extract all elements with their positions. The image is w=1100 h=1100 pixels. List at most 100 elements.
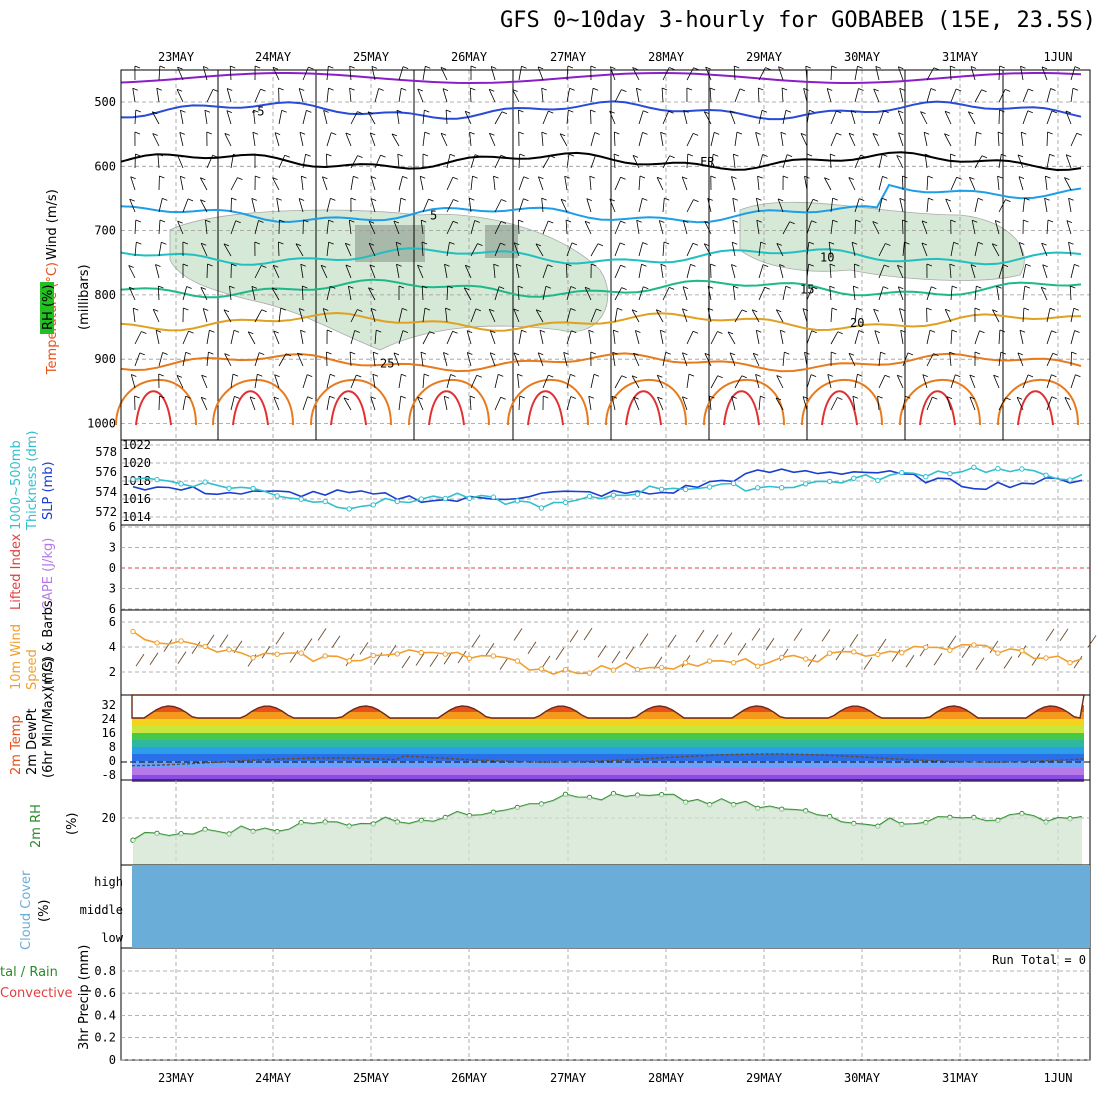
wind-barb-flag <box>686 87 693 91</box>
wind-barb <box>804 176 808 191</box>
wind-barb <box>899 198 904 213</box>
wind-barb <box>806 199 814 213</box>
wind-barb <box>326 220 329 235</box>
isotherm-label: 5 <box>430 209 437 223</box>
wind-barb-flag <box>969 374 975 378</box>
wind-barb <box>513 308 520 323</box>
wind-barb-flag <box>931 286 937 290</box>
wind-barb-flag <box>932 396 938 400</box>
wind-barb <box>806 330 813 345</box>
pressure-tick-label: 900 <box>94 352 116 366</box>
wind-barb-flag <box>559 133 566 137</box>
wind-barb-flag <box>349 65 355 69</box>
wind-barb-flag <box>472 175 478 179</box>
wind-barb-flag <box>1042 264 1048 268</box>
wind-barb-flag <box>687 153 693 157</box>
wind-barb-flag <box>775 397 782 401</box>
wind-barb-flag <box>808 263 814 267</box>
wind-barb-flag <box>927 175 933 179</box>
wind-barb <box>974 198 979 213</box>
wind-barb-flag <box>281 109 287 113</box>
wind-barb-flag <box>560 198 567 202</box>
wind-barb <box>494 155 502 169</box>
wind-barb <box>950 88 957 103</box>
slp-label-c: SLP (mb) <box>41 461 56 520</box>
wind-barb <box>662 155 671 169</box>
wind-barb-flag <box>856 307 862 311</box>
day-label-top: 25MAY <box>353 50 390 64</box>
wind-barb <box>302 396 308 411</box>
wind-barb <box>446 331 453 345</box>
wind-barb-flag <box>858 88 864 91</box>
wind-barb <box>710 132 715 147</box>
wind-barb-flag <box>717 331 723 334</box>
wind-barb-flag <box>521 329 527 333</box>
wind-barb <box>206 330 210 345</box>
thickness-tick-label: 578 <box>95 445 117 459</box>
wind-barb-flag <box>500 154 507 158</box>
wind-barb <box>611 396 616 411</box>
thickness-line-point <box>178 481 184 487</box>
wind-barb <box>877 396 880 411</box>
wind-barb <box>902 396 906 411</box>
wind-barb <box>470 220 476 235</box>
wind-barb <box>777 198 784 213</box>
wind-barb-flag <box>176 375 183 378</box>
wind-barb <box>707 198 712 213</box>
wind-barb <box>1046 154 1050 169</box>
wind-barb-flag <box>512 89 518 92</box>
wind-barb <box>878 198 883 213</box>
li-tick-label: 6 <box>109 520 116 534</box>
wind-barb-flag <box>442 88 449 91</box>
wind-barb <box>1020 132 1024 147</box>
wind-barb-flag <box>285 353 292 357</box>
wind-barb-flag <box>1047 219 1054 223</box>
wind10-line-point <box>1019 648 1025 654</box>
wind-barb-flag <box>1024 285 1031 289</box>
wind-barb-flag <box>261 265 267 268</box>
wind-barb <box>899 308 904 323</box>
wind-barb <box>470 154 476 169</box>
wind-barb <box>322 176 328 191</box>
wind-barb-flag <box>1005 199 1011 202</box>
wind10-barb <box>569 629 579 643</box>
thickness-tick-label: 572 <box>95 505 117 519</box>
wind-barb-flag <box>752 309 758 313</box>
wind-barb <box>398 396 402 411</box>
isotherm-loop <box>232 390 269 426</box>
wind-barb-flag <box>308 66 314 70</box>
wind-barb <box>421 241 424 257</box>
wind-barb <box>926 396 933 411</box>
slp-tick-label: 1014 <box>122 510 151 524</box>
wind-barb <box>446 242 450 257</box>
wind-barb-flag <box>201 374 207 378</box>
wind-barb <box>633 396 640 411</box>
wind-barb-flag <box>727 331 734 335</box>
isotherm-label: 15 <box>800 282 814 296</box>
wind-barb <box>705 66 712 81</box>
wind10-barb <box>303 638 313 651</box>
wind-barb <box>1019 330 1024 345</box>
wind10-line-point <box>202 643 208 650</box>
wind-barb-flag <box>782 175 789 179</box>
wind-barb-flag <box>130 176 136 180</box>
wind-barb-flag <box>1041 286 1047 290</box>
wind-barb <box>518 395 521 411</box>
wind-barb-flag <box>660 263 667 267</box>
wind-barb <box>950 153 952 169</box>
wind10-barb <box>723 632 733 645</box>
wind-barb-flag <box>452 176 458 180</box>
wind-barb <box>638 198 643 213</box>
wind-barb-flag <box>951 285 958 289</box>
wind-barb <box>446 154 451 169</box>
wind-barb-flag <box>209 329 215 333</box>
wind-barb-flag <box>162 352 168 355</box>
wind-barb-flag <box>664 197 670 201</box>
wind-barb-flag <box>785 109 792 113</box>
wind10-barb <box>149 652 159 665</box>
wind10-barb <box>709 634 719 647</box>
wind-barb <box>199 177 208 191</box>
wind-barb <box>704 221 712 235</box>
wind-barb-flag <box>353 175 359 179</box>
wind-barb-flag <box>450 374 456 377</box>
